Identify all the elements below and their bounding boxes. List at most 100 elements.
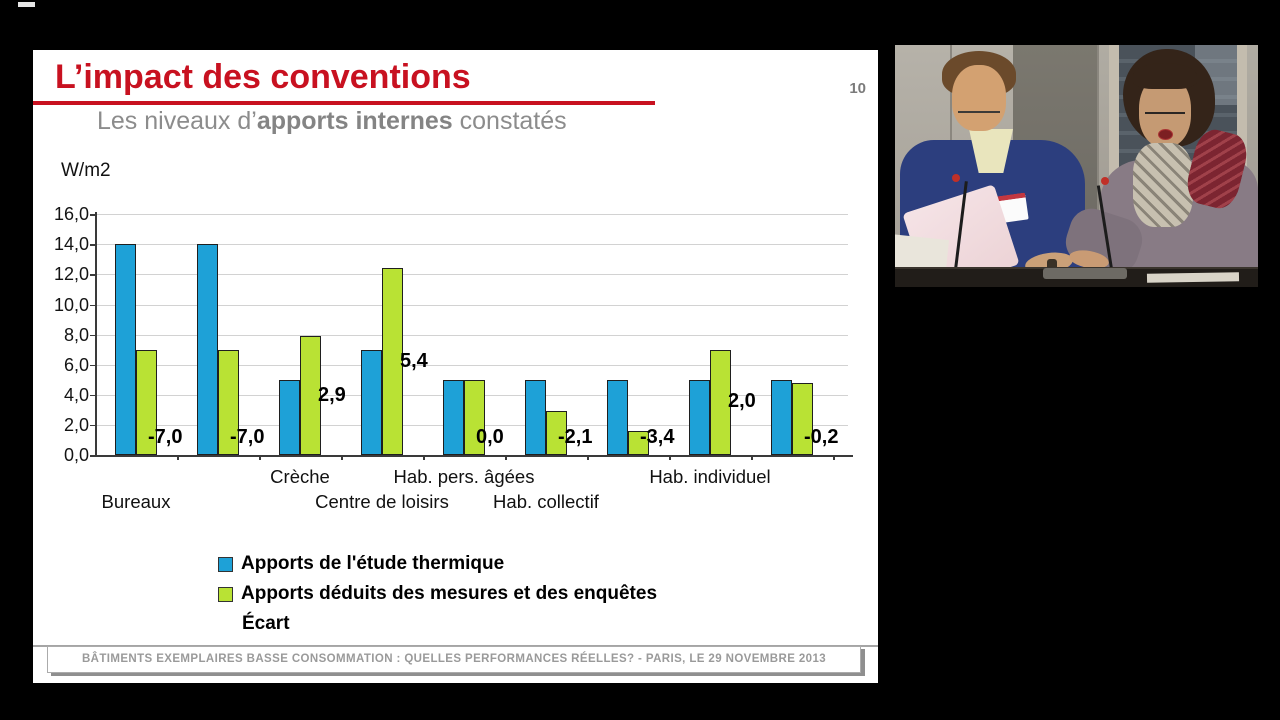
bar-apports-mesures-enquetes [136, 349, 157, 455]
bar-apports-etude-thermique [197, 244, 218, 455]
x-axis-tick [751, 455, 753, 460]
bar-apports-mesures-enquetes [710, 349, 731, 455]
y-axis-tick-label: 0,0 [63, 445, 89, 465]
y-axis-tick-label: 4,0 [63, 384, 89, 405]
y-axis-tick [90, 214, 95, 216]
gridline [95, 244, 848, 246]
bar-apports-etude-thermique [361, 349, 382, 455]
y-axis-tick-label: 2,0 [63, 414, 89, 435]
y-axis-tick-label: 16,0 [53, 204, 89, 225]
x-axis-tick [341, 455, 343, 460]
bar-apports-mesures-enquetes [382, 268, 403, 455]
slide-subtitle: Les niveaux d’apports internes constatés [97, 107, 567, 136]
ecart-data-label: -2,1 [558, 426, 593, 448]
legend-item-etude-thermique: Apports de l'étude thermique [218, 553, 657, 575]
y-axis-tick [90, 334, 95, 337]
speaker-right-glasses [1145, 101, 1185, 114]
x-axis-category-label: Crèche [270, 466, 330, 487]
y-axis-tick [90, 424, 95, 427]
bar-apports-etude-thermique [689, 379, 710, 455]
microphone-tip [952, 174, 960, 182]
x-axis-tick [833, 455, 835, 460]
x-axis-category-label: Hab. collectif [493, 491, 599, 512]
gridline [95, 334, 848, 336]
gridline [95, 364, 848, 366]
y-axis-tick-label: 14,0 [53, 234, 89, 255]
legend-label: Apports déduits des mesures et des enquê… [241, 583, 658, 604]
bar-apports-mesures-enquetes [546, 411, 567, 455]
bar-apports-mesures-enquetes [628, 430, 649, 455]
microphone-tip [1101, 177, 1109, 185]
x-axis-tick [587, 455, 589, 460]
bar-apports-mesures-enquetes [300, 336, 321, 455]
y-axis-tick [90, 274, 95, 276]
legend-label: Apports de l'étude thermique [241, 553, 505, 574]
y-axis-line [95, 212, 97, 455]
table-device [1043, 268, 1127, 279]
x-axis-tick [505, 455, 507, 460]
bar-chart: 16,0 14,0 12,0 10,0 8,0 6,0 4,0 2,0 0,0 -7,0 Burea… [33, 50, 878, 683]
slide-page-number: 10 [849, 80, 866, 97]
y-axis-tick [90, 244, 95, 246]
webcam-video-pane [895, 45, 1258, 287]
ecart-data-label: -3,4 [640, 426, 675, 448]
wrist-watch [1047, 259, 1057, 274]
table-paper [1146, 272, 1240, 283]
ecart-data-label: 2,0 [728, 390, 756, 413]
speaker-right-mouth [1158, 129, 1173, 140]
x-axis-category-label: Hab. individuel [649, 466, 771, 487]
ecart-data-label: -0,2 [804, 426, 839, 448]
x-axis-tick [669, 455, 671, 460]
ecart-data-label: 5,4 [400, 349, 428, 372]
legend-label: Écart [242, 613, 290, 634]
y-axis-unit-label: W/m2 [61, 160, 111, 181]
wall-seam [1097, 45, 1099, 287]
top-left-dash [18, 2, 35, 7]
gridline [95, 214, 848, 216]
bar-apports-mesures-enquetes [218, 349, 239, 455]
subtitle-prefix: Les niveaux d’ [97, 107, 257, 135]
subtitle-bold: apports internes [256, 107, 453, 135]
subtitle-suffix: constatés [452, 107, 567, 135]
y-axis-tick-label: 6,0 [63, 354, 89, 375]
legend-swatch-blue [218, 556, 233, 572]
x-axis-category-label: Bureaux [101, 491, 171, 512]
ecart-data-label: -7,0 [230, 426, 265, 448]
presentation-slide: L’impact des conventions 10 Les niveaux … [33, 50, 878, 683]
checked-scarf [1133, 143, 1193, 227]
legend-item-ecart: Écart [218, 613, 657, 635]
chart-legend: Apports de l'étude thermique Apports déd… [218, 553, 657, 643]
y-axis-tick-label: 8,0 [63, 324, 89, 345]
speaker-left-glasses [958, 101, 1000, 113]
x-axis-tick [177, 455, 179, 460]
bar-apports-etude-thermique [115, 244, 136, 455]
bar-apports-mesures-enquetes [464, 379, 485, 455]
y-axis-tick [90, 394, 95, 397]
x-axis-category-label: Centre de loisirs [315, 491, 449, 512]
bar-apports-etude-thermique [443, 379, 464, 455]
x-axis-tick [423, 455, 425, 460]
bar-apports-etude-thermique [279, 379, 300, 455]
bar-apports-mesures-enquetes [792, 382, 813, 455]
footer-banner: BÂTIMENTS EXEMPLAIRES BASSE CONSOMMATION… [47, 646, 861, 673]
legend-swatch-green [218, 586, 233, 602]
speaker-right-fringe [1133, 63, 1197, 89]
y-axis-tick-label: 12,0 [53, 264, 89, 285]
gridline [95, 304, 848, 306]
title-underline [33, 101, 655, 105]
footer-divider [33, 645, 878, 647]
x-axis-category-label: Hab. pers. âgées [393, 466, 535, 487]
y-axis-tick-label: 10,0 [53, 294, 89, 315]
legend-item-mesures-enquetes: Apports déduits des mesures et des enquê… [218, 583, 657, 605]
x-axis-line [90, 455, 853, 457]
bar-apports-etude-thermique [607, 379, 628, 455]
gridline [95, 274, 848, 276]
y-axis-tick [90, 364, 95, 367]
ecart-data-label: 2,9 [318, 383, 346, 406]
speaker-left-face [952, 65, 1006, 131]
bar-apports-etude-thermique [525, 379, 546, 455]
x-axis-tick [259, 455, 261, 460]
y-axis-tick [90, 304, 95, 306]
ecart-data-label: 0,0 [476, 426, 504, 448]
